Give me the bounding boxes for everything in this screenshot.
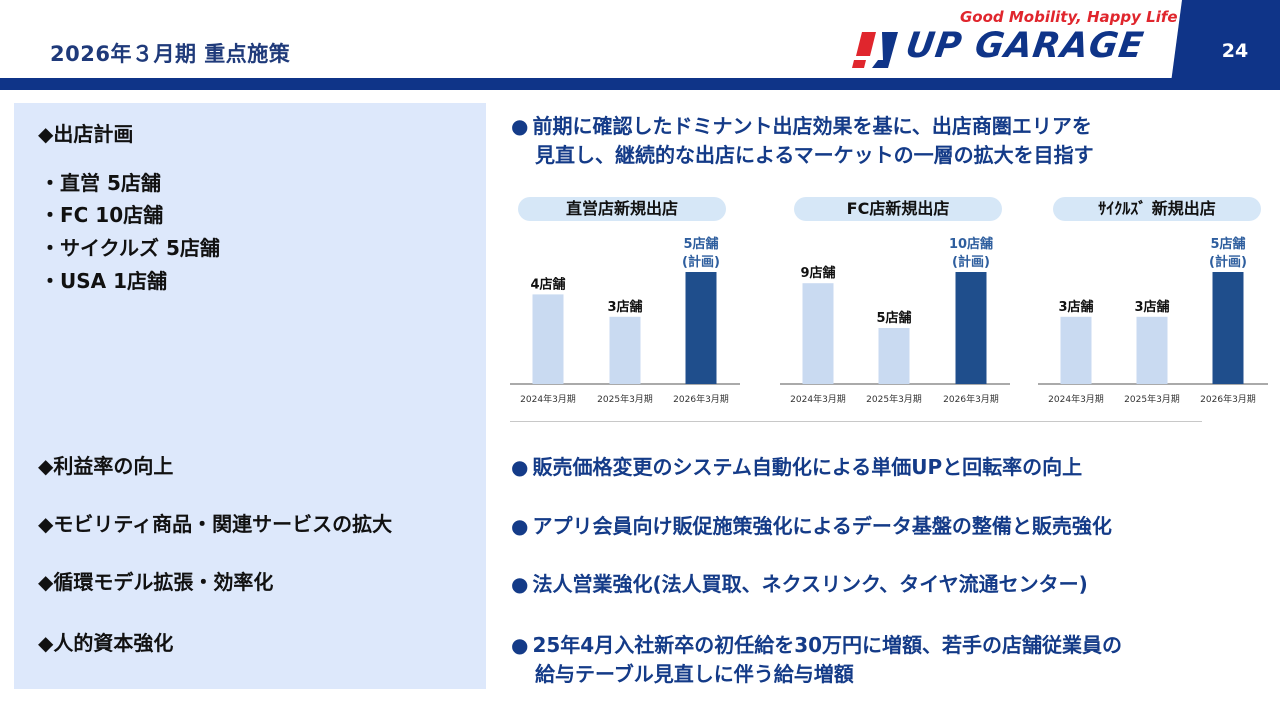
tick-label: 2026年3月期 <box>1200 393 1256 405</box>
chart-bar <box>1136 316 1168 384</box>
bullet-dot: ● <box>511 572 529 596</box>
page-number-tab <box>1170 0 1280 90</box>
data-label: 3店舗 <box>1058 299 1093 315</box>
chart-bar <box>955 272 987 384</box>
section-mobility-expansion: ◆モビリティ商品・関連サービスの拡大 <box>38 512 393 536</box>
data-label: 5店舗 <box>683 236 718 252</box>
data-label: 10店舗 <box>949 236 993 252</box>
tick-label: 2026年3月期 <box>943 393 999 405</box>
initiative-text-3: 法人営業強化(法人買取、ネクスリンク、タイヤ流通センター) <box>532 572 1088 596</box>
page-number: 24 <box>1221 40 1249 62</box>
section-store-plan: ◆出店計画 <box>38 122 134 146</box>
tick-label: 2024年3月期 <box>790 393 846 405</box>
chart-bar <box>609 316 641 384</box>
initiative-item-2: ● アプリ会員向け販促施策強化によるデータ基盤の整備と販売強化 <box>511 510 1112 539</box>
header-band <box>0 78 1280 90</box>
header: 2026年３月期 重点施策 24 Good Mobility, Happy Li… <box>0 0 1280 90</box>
data-label: 5店舗 <box>876 310 911 326</box>
section-circular-model: ◆循環モデル拡張・効率化 <box>38 570 274 594</box>
left-panel <box>14 103 486 689</box>
headline-line-1: ● 前期に確認したドミナント出店効果を基に、出店商圏エリアを <box>511 110 1092 139</box>
chart-bar <box>1060 316 1092 384</box>
section-human-capital: ◆人的資本強化 <box>38 631 174 655</box>
tick-label: 2026年3月期 <box>673 393 729 405</box>
chart-bar <box>1212 272 1244 384</box>
chart-title-direct: 直営店新規出店 <box>518 197 726 221</box>
data-label: 5店舗 <box>1210 236 1245 252</box>
page-title: 2026年３月期 重点施策 <box>50 42 291 66</box>
chart-title-cycles: ｻｲｸﾙｽﾞ 新規出店 <box>1053 197 1261 221</box>
bullet-dot: ● <box>511 633 529 657</box>
initiative-text-4: 25年4月入社新卒の初任給を30万円に増額、若手の店舗従業員の <box>532 633 1123 657</box>
initiative-item-3: ● 法人営業強化(法人買取、ネクスリンク、タイヤ流通センター) <box>511 568 1088 597</box>
bullet-dot: ● <box>511 455 529 479</box>
plan-item-usa: ・USA 1店舗 <box>40 269 168 293</box>
chart-bar <box>802 283 834 384</box>
data-label: 3店舗 <box>1134 299 1169 315</box>
headline-line-2: 見直し、継続的な出店によるマーケットの一層の拡大を目指す <box>535 143 1094 167</box>
initiative-text-2: アプリ会員向け販促施策強化によるデータ基盤の整備と販売強化 <box>532 514 1112 538</box>
tick-label: 2025年3月期 <box>1124 393 1180 405</box>
data-label: (計画) <box>952 254 990 270</box>
initiative-item-4: ● 25年4月入社新卒の初任給を30万円に増額、若手の店舗従業員の <box>511 629 1122 658</box>
initiative-item-4-cont: 給与テーブル見直しに伴う給与増額 <box>535 662 854 686</box>
chart-bar <box>878 328 910 384</box>
section-divider <box>510 421 1202 422</box>
logo-mark-icon <box>852 32 898 68</box>
chart-bar <box>532 294 564 384</box>
initiative-text-1: 販売価格変更のシステム自動化による単価UPと回転率の向上 <box>532 455 1083 479</box>
tagline: Good Mobility, Happy Life <box>960 8 1178 26</box>
data-label: 3店舗 <box>607 299 642 315</box>
tick-label: 2024年3月期 <box>520 393 576 405</box>
plan-item-cycles: ・サイクルズ 5店舗 <box>40 236 220 260</box>
headline-text-1: 前期に確認したドミナント出店効果を基に、出店商圏エリアを <box>532 114 1092 138</box>
bullet-dot: ● <box>511 114 529 138</box>
section-profit-margin: ◆利益率の向上 <box>38 454 174 478</box>
data-label: 9店舗 <box>800 265 835 281</box>
tick-label: 2025年3月期 <box>597 393 653 405</box>
plan-item-fc: ・FC 10店舗 <box>40 203 164 227</box>
chart-title-fc: FC店新規出店 <box>794 197 1002 221</box>
data-label: 4店舗 <box>530 276 565 292</box>
bullet-dot: ● <box>511 514 529 538</box>
data-label: (計画) <box>682 254 720 270</box>
company-logo: UP GARAGE <box>852 26 1182 70</box>
plan-item-direct: ・直営 5店舗 <box>40 171 161 195</box>
initiative-item-1: ● 販売価格変更のシステム自動化による単価UPと回転率の向上 <box>511 451 1082 480</box>
chart-bar <box>685 272 717 384</box>
tick-label: 2025年3月期 <box>866 393 922 405</box>
tick-label: 2024年3月期 <box>1048 393 1104 405</box>
data-label: (計画) <box>1209 254 1247 270</box>
